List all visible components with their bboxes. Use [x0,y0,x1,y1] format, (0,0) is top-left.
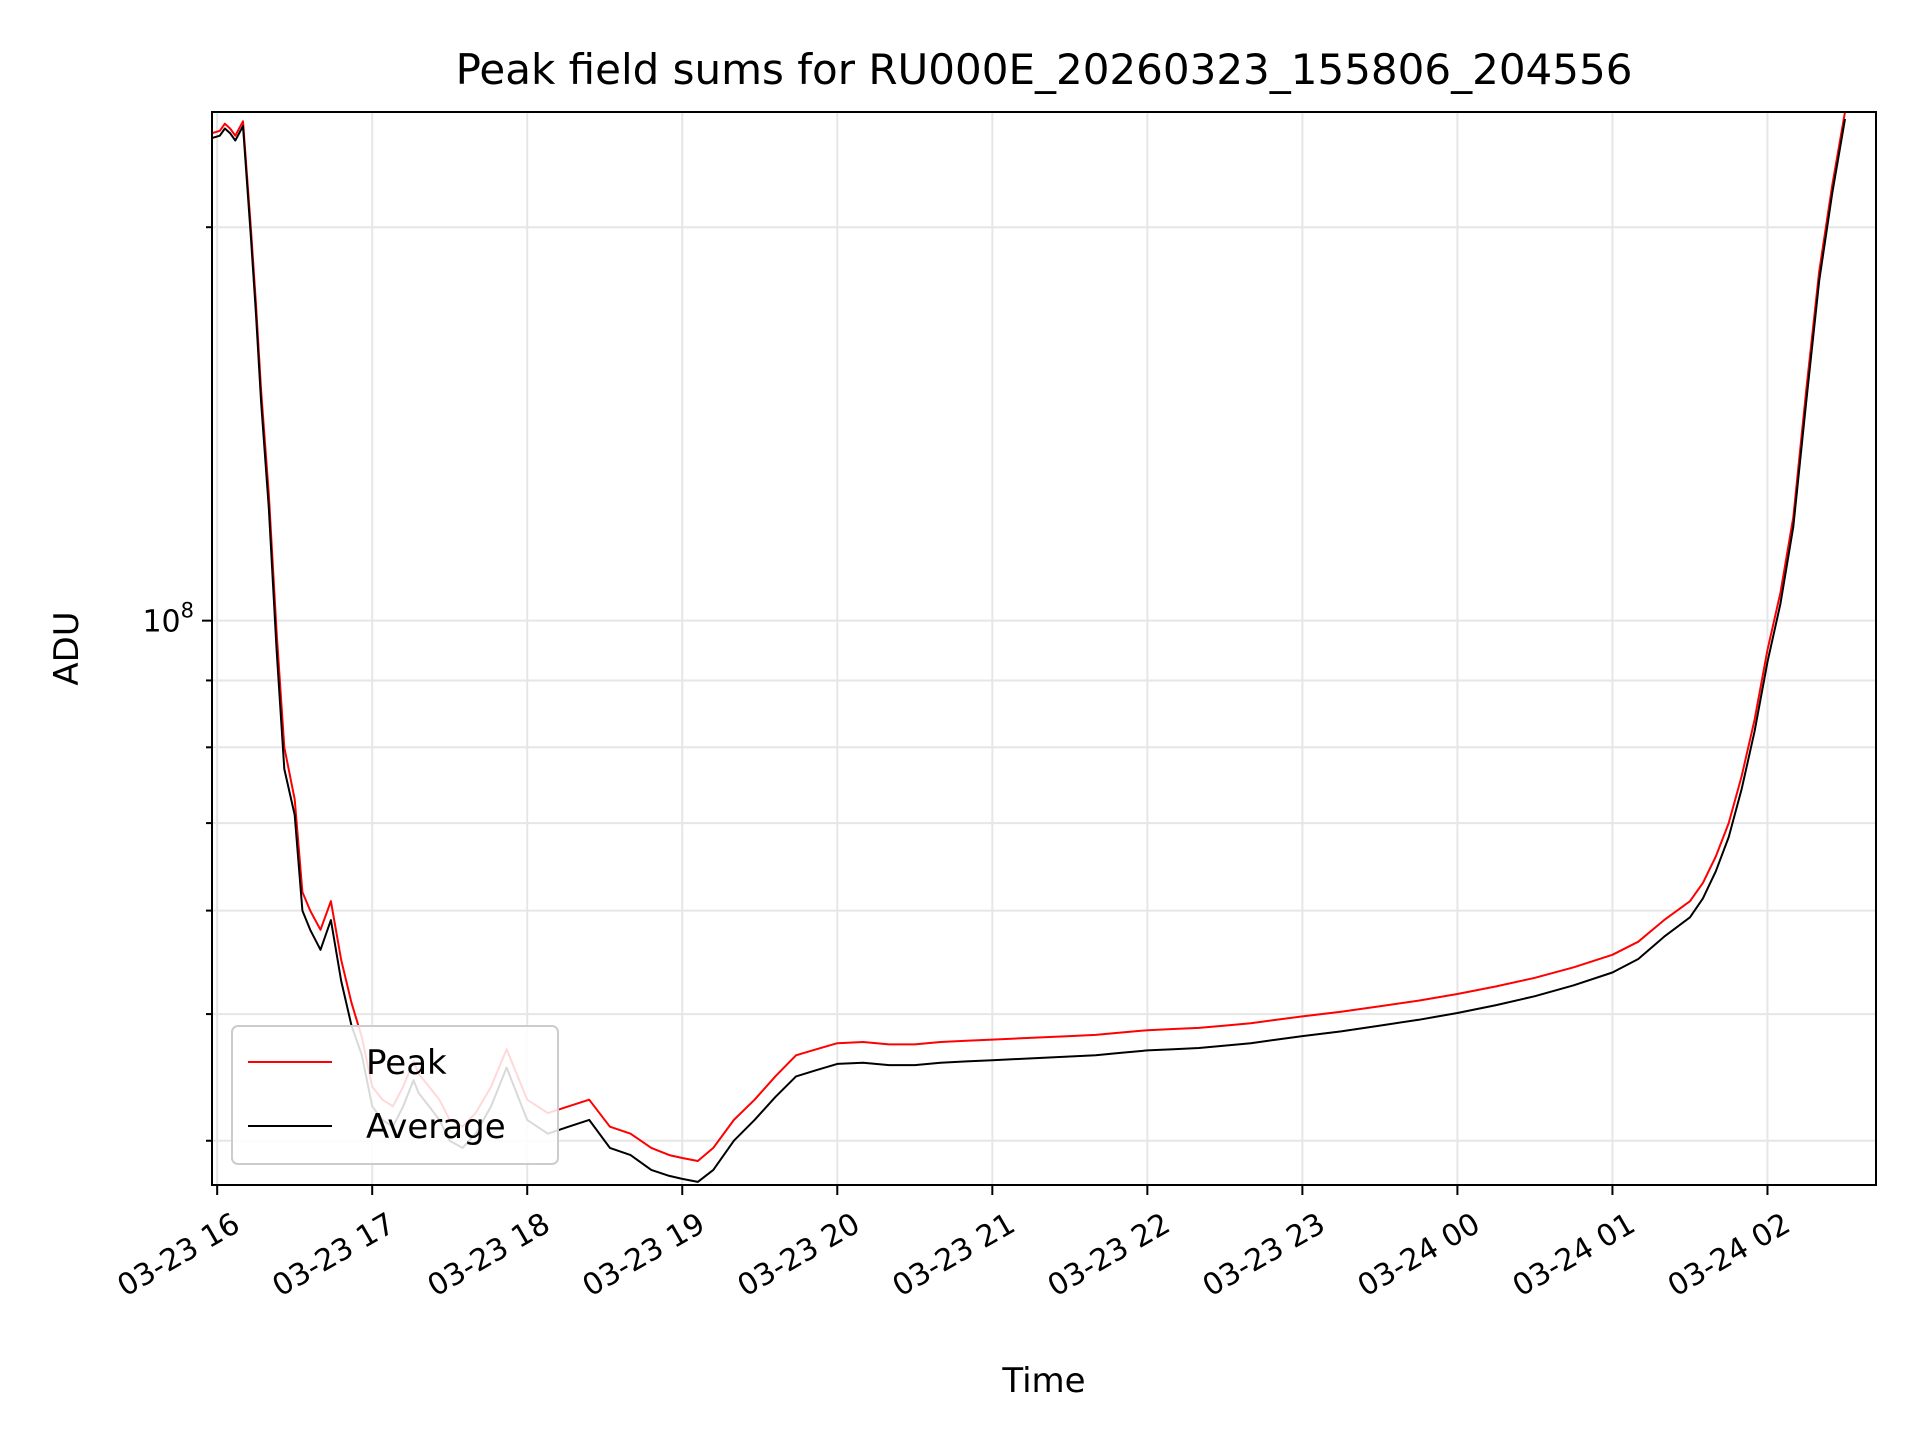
y-tick-label: 108 [142,599,194,640]
plot-data [212,112,1846,1183]
series-line-peak [212,112,1846,1162]
y-axis-label: ADU [47,611,87,685]
legend-label-peak: Peak [366,1043,447,1083]
plot-frame [211,111,1877,1186]
y-tick-label-exponent: 8 [181,599,194,623]
legend-box [231,1025,559,1165]
series-line-average [212,118,1846,1183]
legend-label-average: Average [366,1107,506,1147]
legend: Peak Average [231,1025,559,1165]
chart-title: Peak field sums for RU000E_20260323_1558… [456,45,1633,94]
x-axis-label: Time [1001,1361,1085,1401]
y-tick-label-base: 10 [142,605,180,640]
